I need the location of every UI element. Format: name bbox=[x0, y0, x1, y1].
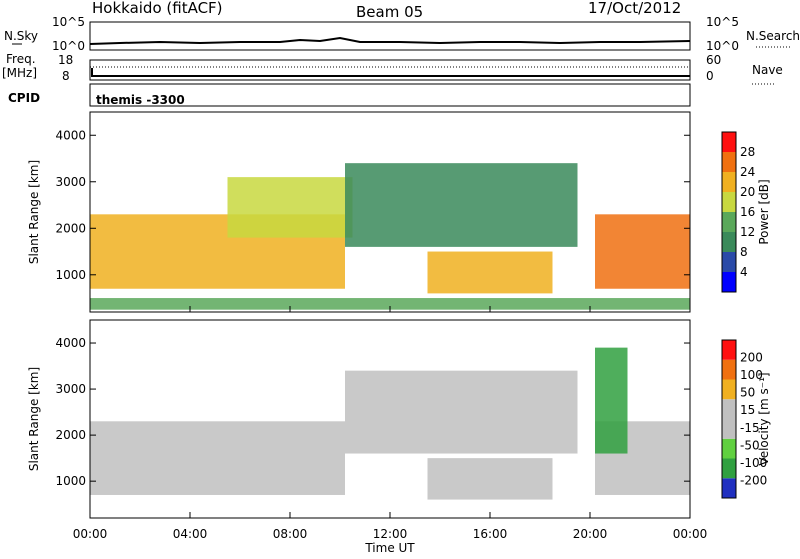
colorbar-swatch bbox=[722, 232, 736, 252]
ytick-label: 2000 bbox=[55, 221, 86, 235]
colorbar-swatch bbox=[722, 419, 736, 439]
colorbar-tick-label: 12 bbox=[740, 225, 755, 239]
freq-trace bbox=[91, 68, 690, 77]
colorbar-tick-label: 50 bbox=[740, 386, 755, 400]
cpid-panel bbox=[89, 83, 691, 107]
nsearch-label: N.Search bbox=[746, 29, 800, 43]
nsky-trace bbox=[89, 36, 691, 45]
nsky-scale-bottom: 10^0 bbox=[52, 39, 85, 53]
xtick-label: 00:00 bbox=[73, 527, 108, 541]
xtick-label: 08:00 bbox=[273, 527, 308, 541]
data-region-5 bbox=[90, 298, 690, 310]
colorbar-swatch bbox=[722, 359, 736, 380]
colorbar-tick-label: 15 bbox=[740, 403, 755, 417]
colorbar-tick-label: -50 bbox=[740, 438, 760, 452]
velocity-ylabel: Slant Range [km] bbox=[27, 367, 41, 471]
velocity-colorbar-label: Velocity [m s⁻¹] bbox=[757, 372, 771, 465]
colorbar-swatch bbox=[722, 399, 736, 419]
power-panel bbox=[90, 163, 690, 310]
colorbar-tick-label: 28 bbox=[740, 145, 755, 159]
nsky-panel bbox=[89, 21, 691, 51]
colorbar-tick-label: 4 bbox=[740, 265, 748, 279]
nave-scale-top: 60 bbox=[706, 53, 721, 67]
freq-unit: [MHz] bbox=[2, 66, 37, 80]
colorbar-tick-label: 100 bbox=[740, 368, 763, 382]
colorbar-tick-label: -200 bbox=[740, 473, 767, 487]
colorbar-swatch bbox=[722, 172, 736, 192]
colorbar-tick-label: 8 bbox=[740, 245, 748, 259]
time-axis: 00:00 04:00 08:00 12:00 16:00 20:00 00:00 bbox=[73, 306, 708, 541]
colorbar-swatch bbox=[722, 478, 736, 498]
data-region-1 bbox=[345, 370, 578, 454]
data-region-2 bbox=[345, 163, 578, 247]
velocity-panel bbox=[90, 347, 690, 500]
xtick-label: 20:00 bbox=[573, 527, 608, 541]
colorbar-swatch bbox=[722, 272, 736, 292]
power-ylabel: Slant Range [km] bbox=[27, 160, 41, 264]
colorbar-tick-label: -15 bbox=[740, 421, 760, 435]
ytick-label: 4000 bbox=[55, 336, 86, 350]
freq-label: Freq. bbox=[6, 52, 36, 66]
colorbar-swatch bbox=[722, 152, 736, 172]
colorbar-tick-label: -100 bbox=[740, 456, 767, 470]
ytick-label: 3000 bbox=[55, 175, 86, 189]
velocity-yaxis: 1000 2000 3000 4000 bbox=[55, 336, 690, 488]
data-region-1 bbox=[227, 177, 353, 238]
xtick-label: 04:00 bbox=[173, 527, 208, 541]
colorbar-frame bbox=[721, 131, 737, 293]
velocity-colorbar: 200 100 50 15 -15 -50 -100 -200 bbox=[721, 339, 767, 499]
cpid-label: CPID bbox=[8, 91, 40, 105]
power-colorbar-label: Power [dB] bbox=[757, 179, 771, 244]
date-title: 17/Oct/2012 bbox=[588, 0, 681, 17]
data-region-4 bbox=[595, 214, 690, 289]
colorbar-swatch bbox=[722, 212, 736, 232]
time-axis-label: Time UT bbox=[364, 541, 415, 554]
data-region-0 bbox=[90, 421, 345, 495]
colorbar-swatch bbox=[722, 192, 736, 212]
xtick-label: 00:00 bbox=[673, 527, 708, 541]
freq-panel bbox=[89, 59, 691, 81]
xtick-label: 12:00 bbox=[373, 527, 408, 541]
ytick-label: 3000 bbox=[55, 382, 86, 396]
nsearch-scale-top: 10^5 bbox=[706, 15, 739, 29]
ytick-label: 4000 bbox=[55, 128, 86, 142]
ytick-label: 2000 bbox=[55, 428, 86, 442]
nsky-label: N.Sky bbox=[4, 29, 38, 43]
colorbar-frame bbox=[721, 339, 737, 499]
nave-scale-bottom: 0 bbox=[706, 69, 714, 83]
colorbar-tick-label: 20 bbox=[740, 185, 755, 199]
data-region-2 bbox=[427, 458, 553, 500]
nsky-scale-top: 10^5 bbox=[52, 15, 85, 29]
data-region-3 bbox=[427, 251, 553, 294]
colorbar-tick-label: 200 bbox=[740, 351, 763, 365]
colorbar-swatch bbox=[722, 252, 736, 272]
colorbar-swatch bbox=[722, 438, 736, 459]
colorbar-swatch bbox=[722, 458, 736, 479]
xtick-label: 16:00 bbox=[473, 527, 508, 541]
freq-scale-top: 18 bbox=[58, 53, 73, 67]
colorbar-tick-label: 24 bbox=[740, 165, 755, 179]
colorbar-tick-label: 16 bbox=[740, 205, 755, 219]
cpid-value: themis -3300 bbox=[96, 93, 185, 107]
ytick-label: 1000 bbox=[55, 268, 86, 282]
power-colorbar: 28 24 20 16 12 8 4 bbox=[721, 131, 755, 293]
colorbar-swatch bbox=[722, 379, 736, 400]
power-yaxis: 1000 2000 3000 4000 bbox=[55, 128, 690, 282]
data-region-4 bbox=[595, 347, 628, 454]
nsearch-scale-bottom: 10^0 bbox=[706, 39, 739, 53]
colorbar-swatch bbox=[722, 132, 736, 152]
freq-scale-bottom: 8 bbox=[62, 69, 70, 83]
nave-label: Nave bbox=[752, 63, 783, 77]
ytick-label: 1000 bbox=[55, 474, 86, 488]
beam-title: Beam 05 bbox=[356, 3, 423, 21]
colorbar-swatch bbox=[722, 340, 736, 360]
station-title: Hokkaido (fitACF) bbox=[92, 0, 223, 17]
